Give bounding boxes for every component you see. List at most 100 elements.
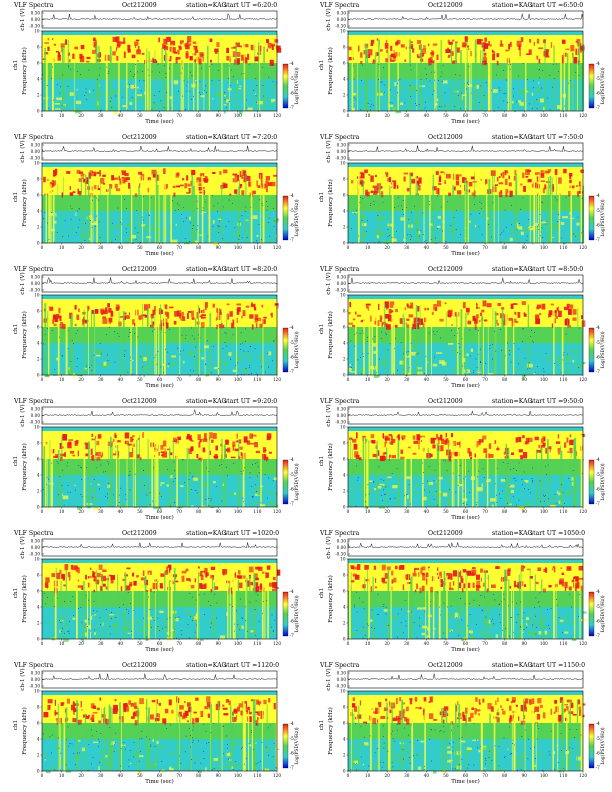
panel-station: station=KAG: [186, 398, 227, 405]
speckle: [256, 373, 258, 375]
intensity-patch: [514, 368, 521, 371]
colorbar-tick-label: -6: [596, 92, 600, 97]
intensity-patch: [169, 92, 172, 95]
speckle: [254, 484, 256, 486]
speckle: [460, 108, 462, 109]
intensity-patch: [181, 316, 186, 322]
speckle: [370, 374, 372, 375]
speckle: [146, 636, 147, 638]
intensity-patch: [372, 85, 374, 90]
speckle: [541, 201, 543, 203]
intensity-patch: [408, 446, 411, 449]
intensity-patch: [523, 185, 526, 192]
colorbar: [588, 459, 595, 505]
sferic-streak: [376, 315, 378, 375]
speckle: [178, 616, 180, 618]
intensity-patch: [528, 502, 531, 504]
ch1-trace: [41, 13, 278, 20]
intensity-patch: [432, 43, 438, 46]
speckle: [189, 472, 191, 474]
speckle: [143, 617, 144, 619]
intensity-patch: [95, 453, 97, 456]
intensity-patch: [541, 221, 548, 224]
panel-station: station=KAG: [492, 134, 533, 141]
intensity-patch: [464, 180, 469, 184]
speckle: [189, 593, 191, 594]
intensity-patch: [413, 344, 418, 348]
intensity-patch: [73, 46, 78, 50]
intensity-patch: [365, 303, 371, 306]
speckle: [218, 220, 220, 222]
speckle: [149, 492, 151, 494]
intensity-patch: [522, 631, 524, 633]
intensity-patch: [441, 438, 445, 444]
intensity-patch: [186, 41, 189, 45]
speckle: [198, 594, 200, 596]
speckle: [490, 620, 492, 622]
sferic-streak: [505, 308, 508, 375]
time-tick-label: 100: [540, 245, 548, 250]
intensity-patch: [108, 574, 112, 577]
spectrogram-panel: VLF Spectra Oct212009 station=KAG start UT …: [306, 132, 612, 264]
time-xlabel: Time (sec): [451, 382, 480, 389]
intensity-patch: [125, 224, 132, 227]
intensity-patch: [53, 373, 58, 376]
sferic-streak: [208, 173, 210, 243]
intensity-patch: [495, 566, 500, 569]
spectrogram-image: [348, 31, 585, 114]
speckle: [142, 196, 144, 197]
time-tick-label: 10: [365, 245, 371, 250]
intensity-patch: [508, 43, 511, 50]
speckle: [397, 205, 399, 207]
speckle: [378, 358, 380, 360]
ch1-trace: [41, 409, 278, 416]
intensity-patch: [536, 449, 542, 453]
intensity-patch: [394, 52, 397, 58]
speckle: [250, 206, 252, 208]
intensity-patch: [536, 90, 543, 92]
sferic-streak: [243, 39, 246, 112]
intensity-patch: [254, 487, 260, 492]
colorbar-tick-label: -4: [596, 62, 600, 67]
intensity-patch: [416, 492, 420, 494]
intensity-patch: [93, 571, 96, 574]
colorbar: [282, 195, 289, 241]
speckle: [201, 460, 203, 462]
intensity-patch: [171, 709, 174, 714]
intensity-patch: [496, 323, 499, 326]
speckle: [90, 630, 91, 632]
intensity-patch: [384, 313, 389, 319]
frequency-band: [348, 559, 583, 563]
intensity-patch: [65, 39, 68, 45]
intensity-patch: [169, 452, 173, 456]
intensity-patch: [373, 365, 379, 370]
time-tick-label: 10: [365, 641, 371, 646]
speckle: [361, 220, 363, 221]
intensity-patch: [564, 631, 569, 634]
intensity-patch: [119, 41, 122, 46]
intensity-patch: [187, 36, 192, 43]
intensity-patch: [265, 491, 272, 494]
speckle: [245, 620, 247, 622]
freq-tick-label: 2: [37, 356, 40, 361]
speckle: [191, 335, 193, 337]
intensity-patch: [263, 699, 267, 705]
sferic-streak: [386, 447, 388, 507]
intensity-patch: [421, 585, 425, 592]
time-tick-label: 0: [41, 113, 44, 118]
sferic-streak: [151, 437, 154, 507]
intensity-patch: [452, 440, 457, 447]
intensity-patch: [126, 567, 131, 570]
speckle: [523, 471, 525, 473]
intensity-patch: [395, 41, 399, 46]
speckle: [446, 470, 448, 472]
speckle: [59, 476, 61, 477]
panel-date: Oct212009: [122, 134, 157, 141]
speckle: [425, 355, 427, 357]
intensity-patch: [212, 98, 214, 100]
intensity-patch: [213, 586, 219, 590]
speckle: [229, 604, 231, 606]
speckle: [244, 211, 246, 212]
intensity-patch: [210, 566, 216, 571]
intensity-patch: [560, 567, 563, 570]
